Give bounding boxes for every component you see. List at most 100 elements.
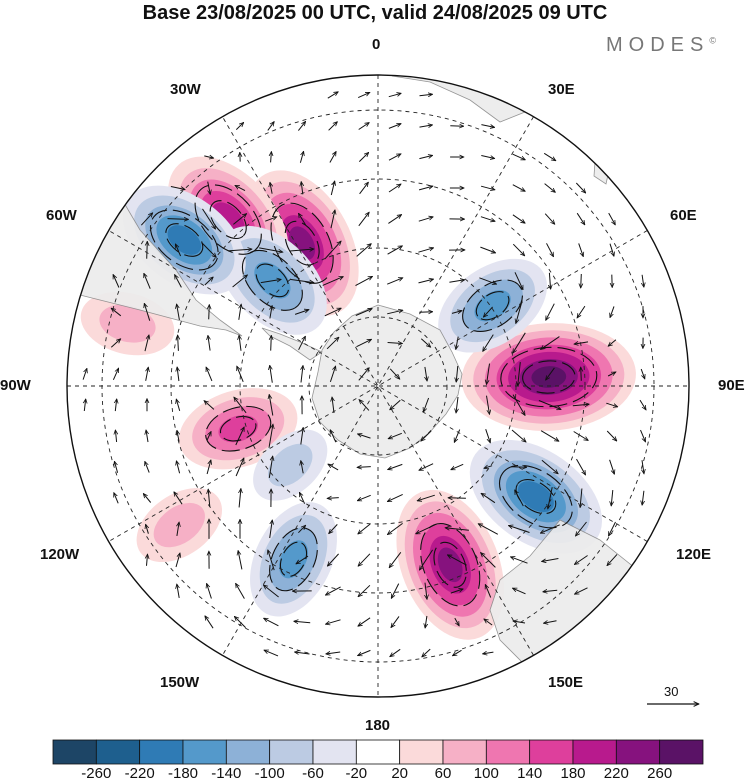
wind-vector <box>146 367 149 381</box>
wind-vector <box>322 277 344 286</box>
lon-label-0: 0 <box>372 36 381 53</box>
colorbar-swatch <box>615 739 661 765</box>
wind-vector <box>512 394 525 416</box>
colorbar-tick-label: 100 <box>473 765 499 782</box>
wind-vector <box>540 430 559 442</box>
wind-vector <box>327 92 338 99</box>
wind-vector <box>115 399 116 412</box>
anomaly-contour <box>437 547 463 583</box>
wind-vector <box>608 521 616 536</box>
wind-vector <box>450 589 463 594</box>
colorbar-tick-label: -260 <box>81 765 112 782</box>
wind-vector <box>388 124 401 129</box>
wind-vector <box>358 368 369 381</box>
wind-vector <box>390 648 401 656</box>
wind-vector <box>234 397 247 414</box>
wind-vector <box>144 303 151 321</box>
wind-vector <box>177 430 179 442</box>
wind-vector <box>267 122 274 131</box>
wind-vector <box>290 278 314 282</box>
wind-vector <box>480 185 495 190</box>
wind-vector <box>419 463 434 471</box>
wind-vector <box>358 152 368 162</box>
colorbar-tick-label: 20 <box>391 765 409 782</box>
wind-vector <box>358 584 371 596</box>
wind-vector <box>390 399 401 410</box>
wind-vector <box>299 151 303 163</box>
colorbar-swatch <box>225 739 271 765</box>
wind-vector-layer <box>82 92 646 657</box>
wind-vector <box>418 217 433 222</box>
wind-vector <box>483 652 494 654</box>
wind-vector <box>329 524 338 533</box>
wind-vector <box>239 335 241 351</box>
wind-vector <box>481 124 494 128</box>
wind-vector <box>420 338 430 347</box>
wind-vector <box>418 248 433 253</box>
streamline <box>515 479 557 515</box>
wind-vector <box>269 395 274 416</box>
wind-vector <box>541 459 558 474</box>
wind-vector <box>387 522 403 534</box>
wind-vector <box>358 553 371 566</box>
colorbar-swatch <box>182 739 227 765</box>
wind-vector <box>453 649 462 655</box>
wind-vector <box>235 185 246 192</box>
wind-vector <box>227 249 252 251</box>
wind-vector <box>205 616 214 629</box>
streamline <box>270 202 334 284</box>
wind-vector <box>112 275 120 288</box>
wind-vector <box>359 182 369 195</box>
colorbar-tick-label: -100 <box>254 765 285 782</box>
wind-vector <box>512 184 525 192</box>
colorbar-tick-label: 180 <box>560 765 586 782</box>
colorbar-tick-label: -20 <box>345 765 368 782</box>
wind-vector <box>416 523 437 535</box>
lon-label-60e: 60E <box>670 207 697 224</box>
wind-vector <box>483 306 493 317</box>
graticule <box>67 75 689 697</box>
wind-vector <box>511 467 526 468</box>
map-title: Base 23/08/2025 00 UTC, valid 24/08/2025… <box>142 2 608 24</box>
streamline <box>165 223 204 257</box>
streamline <box>219 415 257 442</box>
wind-vector <box>201 242 217 258</box>
wind-vector <box>515 490 524 507</box>
wind-vector <box>239 489 241 508</box>
wind-vector <box>167 219 189 220</box>
wind-vector <box>449 280 464 282</box>
wind-vector <box>270 306 272 319</box>
wind-vector <box>423 397 430 412</box>
wind-vector <box>324 241 341 260</box>
wind-vector <box>329 152 336 163</box>
wind-vector <box>642 460 644 474</box>
colorbar-tick-label: 140 <box>517 765 543 782</box>
wind-vector <box>485 429 491 443</box>
wind-vector <box>332 397 334 414</box>
wind-vector <box>388 184 401 193</box>
wind-vector <box>391 616 400 627</box>
streamline <box>241 249 303 311</box>
wind-vector <box>486 395 490 415</box>
wind-vector <box>176 399 181 412</box>
map-border <box>66 74 690 698</box>
colorbar-swatch <box>355 739 401 765</box>
wind-vector <box>264 618 279 627</box>
wind-vector <box>326 337 339 350</box>
anomaly-contour <box>267 443 313 487</box>
wind-vector <box>359 400 370 411</box>
wind-vector <box>270 365 273 383</box>
wind-vector <box>481 493 496 504</box>
wind-vector <box>298 525 305 534</box>
wind-vector <box>576 458 586 475</box>
colorbar-swatch <box>659 739 704 765</box>
wind-vector <box>358 523 371 534</box>
wind-vector <box>358 649 371 655</box>
wind-vector <box>329 366 335 383</box>
wind-vector <box>269 520 273 539</box>
wind-vector <box>358 123 370 130</box>
wind-vector <box>259 247 283 252</box>
wind-vector <box>301 182 303 195</box>
wind-vector <box>422 648 431 657</box>
lon-label-30w: 30W <box>170 81 201 98</box>
